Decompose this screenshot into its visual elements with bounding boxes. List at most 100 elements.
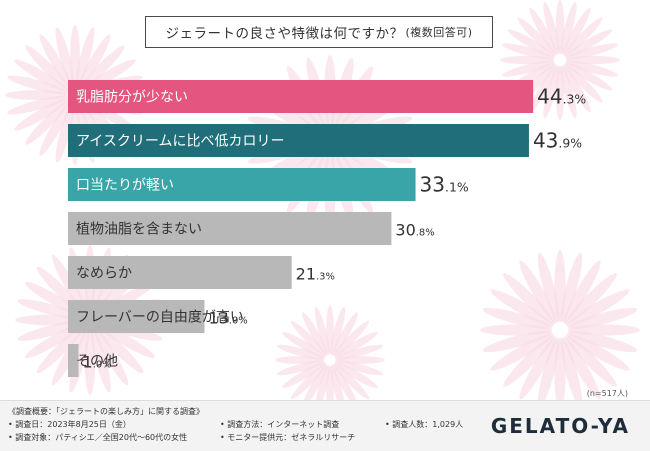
bar-value-label: 21.3%	[296, 265, 335, 284]
survey-footer: 《調査概要：「ジェラートの楽しみ方」に関する調査》 • 調査日：2023年8月2…	[0, 400, 650, 451]
flower-petal	[565, 273, 617, 325]
flower-petal	[560, 337, 583, 400]
bar-3	[68, 212, 392, 245]
flower-petal	[7, 75, 69, 95]
chart-subtitle: (複数回答可)	[405, 26, 473, 39]
flower-petal	[560, 65, 577, 118]
flower-petal	[562, 65, 591, 113]
bar-value-label: 44.3%	[537, 85, 586, 109]
flower-petal	[14, 97, 70, 131]
flower-petal	[302, 312, 328, 356]
flower-petal	[335, 360, 384, 376]
flower-petal	[563, 260, 601, 324]
flower-petal	[543, 65, 560, 118]
flower-petal	[276, 360, 325, 376]
flower-petal	[314, 306, 330, 355]
flower-petal	[562, 7, 591, 55]
flower-petal	[95, 325, 144, 374]
flower-petal	[565, 62, 613, 91]
flower-petal	[503, 273, 555, 325]
flower-petal	[302, 364, 328, 400]
flower-petal	[565, 29, 613, 58]
flower-petal	[25, 99, 71, 145]
flower-petal	[502, 43, 555, 60]
flower-petal	[282, 362, 326, 388]
flower-petal	[330, 306, 346, 355]
flower-petal	[55, 27, 75, 89]
flower-petal	[14, 59, 70, 93]
survey-summary: 《調査概要：「ジェラートの楽しみ方」に関する調査》	[8, 407, 204, 416]
flower-petal	[482, 307, 553, 330]
bar-category-label: アイスクリームに比べ低カロリー	[76, 134, 284, 150]
bar-category-label: 口当たりが軽い	[76, 178, 174, 194]
bar-category-label: 植物油脂を含まない	[76, 222, 202, 238]
flower-petal	[529, 7, 558, 55]
flower-petal	[332, 364, 358, 400]
flower-petal	[36, 325, 85, 374]
survey-target: • 調査対象：パティシエ／全国20代〜60代の女性	[8, 433, 188, 442]
bar-category-label: 乳脂肪分が少ない	[76, 90, 188, 106]
survey-respondents: • 調査人数：1,029人	[385, 420, 464, 429]
gelato-ya-logo: GELATO-YA	[490, 414, 630, 438]
chart-title-box: ジェラートの良さや特徴は何ですか？ (複数回答可)	[145, 16, 493, 48]
flower-petal	[565, 335, 617, 387]
flower-petal	[17, 299, 83, 320]
flower-petal	[334, 362, 378, 388]
flower-petal	[75, 27, 95, 89]
flower-petal	[39, 100, 73, 156]
bar-1	[68, 124, 529, 157]
flower-petal	[565, 60, 618, 77]
flower-petal	[282, 332, 326, 358]
flower-petal	[490, 289, 554, 327]
flower-petal	[25, 45, 71, 91]
bar-value-label: 30.8%	[395, 221, 434, 240]
flower-petal	[79, 45, 125, 91]
sample-size-note: (n=517人)	[586, 389, 628, 398]
monitor-provider: • モニター提供元：ゼネラルリサーチ	[220, 433, 356, 442]
flower-petal	[564, 17, 603, 56]
flower-petal	[77, 34, 111, 90]
bar-6	[68, 344, 79, 377]
bar-5	[68, 300, 205, 333]
bar-category-label: なめらか	[76, 266, 132, 282]
survey-method: • 調査方法：インターネット調査	[220, 420, 340, 429]
flower-petal	[490, 333, 554, 371]
bar-category-label: その他	[76, 354, 118, 370]
flower-petal	[17, 320, 83, 341]
flower-petal	[567, 330, 638, 353]
flower-petal	[566, 333, 630, 371]
flower-petal	[543, 2, 560, 55]
flower-petal	[503, 335, 555, 387]
flower-petal	[537, 252, 560, 323]
bar-value-label: 1.0%	[83, 353, 112, 372]
flower-petal	[519, 336, 557, 400]
flower-petal	[335, 344, 384, 360]
flower-petal	[334, 332, 378, 358]
flower-petal	[333, 363, 370, 400]
flower-petal	[482, 330, 553, 353]
flower-petal	[276, 344, 325, 360]
bar-2	[68, 168, 416, 201]
flower-petal	[507, 29, 555, 58]
flower-petal	[560, 2, 577, 55]
flower-petal	[7, 95, 69, 115]
bar-0	[68, 80, 534, 113]
flower-petal	[563, 336, 601, 400]
bar-value-label: 13.0%	[209, 309, 248, 328]
bar-chart: 乳脂肪分が少ない 44.3% アイスクリームに比べ低カロリー 43.9% 口当たりが軽い…	[68, 80, 586, 377]
flower-petal	[565, 43, 618, 60]
flower-petal	[502, 60, 555, 77]
flower-petal	[93, 326, 129, 386]
bar-category-label: フレーバーの自由度が高い	[76, 309, 244, 326]
flower-petal	[330, 365, 346, 400]
survey-date: • 調査日：2023年8月25日（金）	[8, 420, 131, 429]
flower-petal	[90, 327, 111, 393]
flower-petal	[537, 337, 560, 400]
flower-petal	[529, 65, 558, 113]
flower-petal	[567, 307, 638, 330]
flower-petal	[560, 252, 583, 323]
flower-petal	[519, 260, 557, 324]
chart-title: ジェラートの良さや特徴は何ですか？	[165, 26, 404, 42]
flower-petal	[290, 363, 327, 400]
flower-petal	[314, 365, 330, 400]
